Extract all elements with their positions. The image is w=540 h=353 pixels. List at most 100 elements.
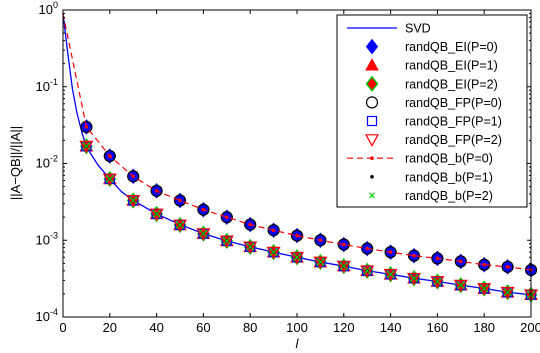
data-point — [102, 173, 117, 187]
data-point — [313, 256, 328, 270]
y-tick-label: 10-1 — [36, 77, 58, 94]
y-tick-label: 10-4 — [36, 307, 58, 324]
data-point — [267, 224, 280, 237]
data-point — [295, 233, 299, 238]
data-point — [317, 259, 324, 265]
series-line-randqb-b-p-0 — [62, 13, 532, 271]
data-point — [388, 250, 393, 254]
data-point — [271, 228, 276, 233]
x-tick-label: 120 — [333, 320, 355, 335]
data-point — [247, 243, 254, 250]
data-point — [244, 218, 257, 231]
series-svd — [62, 13, 532, 296]
legend-swatch-marker — [370, 175, 374, 179]
data-point — [501, 260, 514, 273]
legend-swatch-marker — [365, 96, 379, 109]
data-point — [342, 242, 346, 247]
data-point — [219, 235, 234, 249]
legend-swatch-marker — [366, 115, 378, 127]
data-point — [196, 228, 211, 241]
data-point — [223, 237, 230, 244]
x-axis-label: l — [296, 336, 300, 351]
series-randqb-fp-p-0 — [80, 120, 538, 277]
x-tick-label: 80 — [243, 320, 257, 335]
data-point — [289, 251, 305, 265]
data-point — [482, 262, 487, 267]
x-tick-label: 180 — [473, 320, 495, 335]
legend-swatch-marker — [365, 38, 379, 55]
data-point — [103, 149, 116, 163]
legend: SVD randQB_EI(P=0) randQB_EI(P=1) randQB_EI… — [336, 14, 528, 208]
data-point — [149, 208, 164, 222]
y-tick-label: 100 — [39, 0, 58, 17]
legend-label: randQB_FP(P=2) — [405, 133, 502, 147]
data-point — [290, 229, 304, 242]
data-point — [383, 268, 398, 282]
data-point — [220, 211, 233, 224]
data-point — [360, 265, 375, 279]
data-point — [500, 286, 515, 300]
legend-item-randqb-fp-p-0: randQB_FP(P=0) — [365, 96, 502, 110]
y-tick-label: 10-3 — [36, 230, 58, 247]
data-point — [130, 197, 137, 204]
data-point — [412, 253, 416, 258]
legend-item-randqb-b-p-1: randQB_b(P=1) — [370, 170, 493, 184]
legend-item-randqb-ei-p-2: randQB_EI(P=2) — [365, 75, 498, 92]
data-point — [127, 170, 140, 183]
data-point — [294, 254, 300, 261]
data-point — [150, 184, 163, 197]
data-point — [173, 194, 187, 207]
data-point — [481, 285, 488, 292]
legend-swatch-marker — [369, 192, 375, 199]
data-point — [80, 120, 93, 133]
series-randqb-ei-p-0 — [80, 119, 538, 278]
x-tick-label: 200 — [520, 320, 540, 335]
legend-item-randqb-ei-p-0: randQB_EI(P=0) — [365, 38, 498, 55]
data-point — [477, 283, 492, 296]
data-point — [384, 246, 397, 259]
x-tick-label: 40 — [149, 320, 163, 335]
data-point — [364, 267, 371, 274]
data-point — [430, 276, 445, 289]
legend-label: randQB_FP(P=0) — [405, 96, 502, 110]
x-tick-label: 140 — [380, 320, 402, 335]
data-point — [453, 279, 468, 293]
legend-label: randQB_EI(P=0) — [405, 40, 498, 54]
y-tick-label: 10-2 — [36, 154, 58, 171]
data-point — [504, 289, 511, 296]
data-point — [108, 154, 112, 158]
legend-item-randqb-fp-p-1: randQB_FP(P=1) — [366, 115, 502, 129]
data-point — [154, 189, 159, 193]
data-point — [197, 203, 210, 216]
legend-label: randQB_EI(P=1) — [405, 59, 498, 73]
data-point — [387, 271, 394, 278]
legend-item-randqb-b-p-2: randQB_b(P=2) — [369, 189, 493, 203]
legend-label: randQB_FP(P=1) — [405, 115, 502, 129]
legend-item-svd: SVD — [347, 22, 431, 36]
data-point — [201, 207, 206, 212]
legend-label: randQB_b(P=1) — [405, 170, 493, 184]
legend-item-randqb-b-p-0: randQB_b(P=0) — [347, 152, 493, 166]
data-point — [177, 222, 183, 228]
legend-swatch-marker — [364, 134, 380, 147]
data-point — [126, 195, 141, 208]
data-point — [411, 275, 417, 282]
data-point — [459, 259, 463, 264]
data-point — [84, 125, 89, 129]
data-point — [505, 265, 510, 269]
data-point — [270, 249, 277, 256]
legend-swatch-marker — [365, 75, 379, 92]
data-point — [248, 222, 252, 227]
data-point — [435, 256, 440, 261]
data-point — [361, 242, 374, 255]
legend-label: randQB_EI(P=2) — [405, 77, 498, 91]
data-point — [172, 219, 188, 233]
data-point — [83, 143, 90, 150]
legend-swatch-marker — [370, 156, 374, 160]
legend-swatch-marker — [365, 58, 379, 71]
data-point — [153, 211, 160, 217]
data-point — [365, 246, 370, 251]
series-randqb-fp-p-2 — [79, 140, 539, 302]
data-point — [243, 241, 258, 255]
